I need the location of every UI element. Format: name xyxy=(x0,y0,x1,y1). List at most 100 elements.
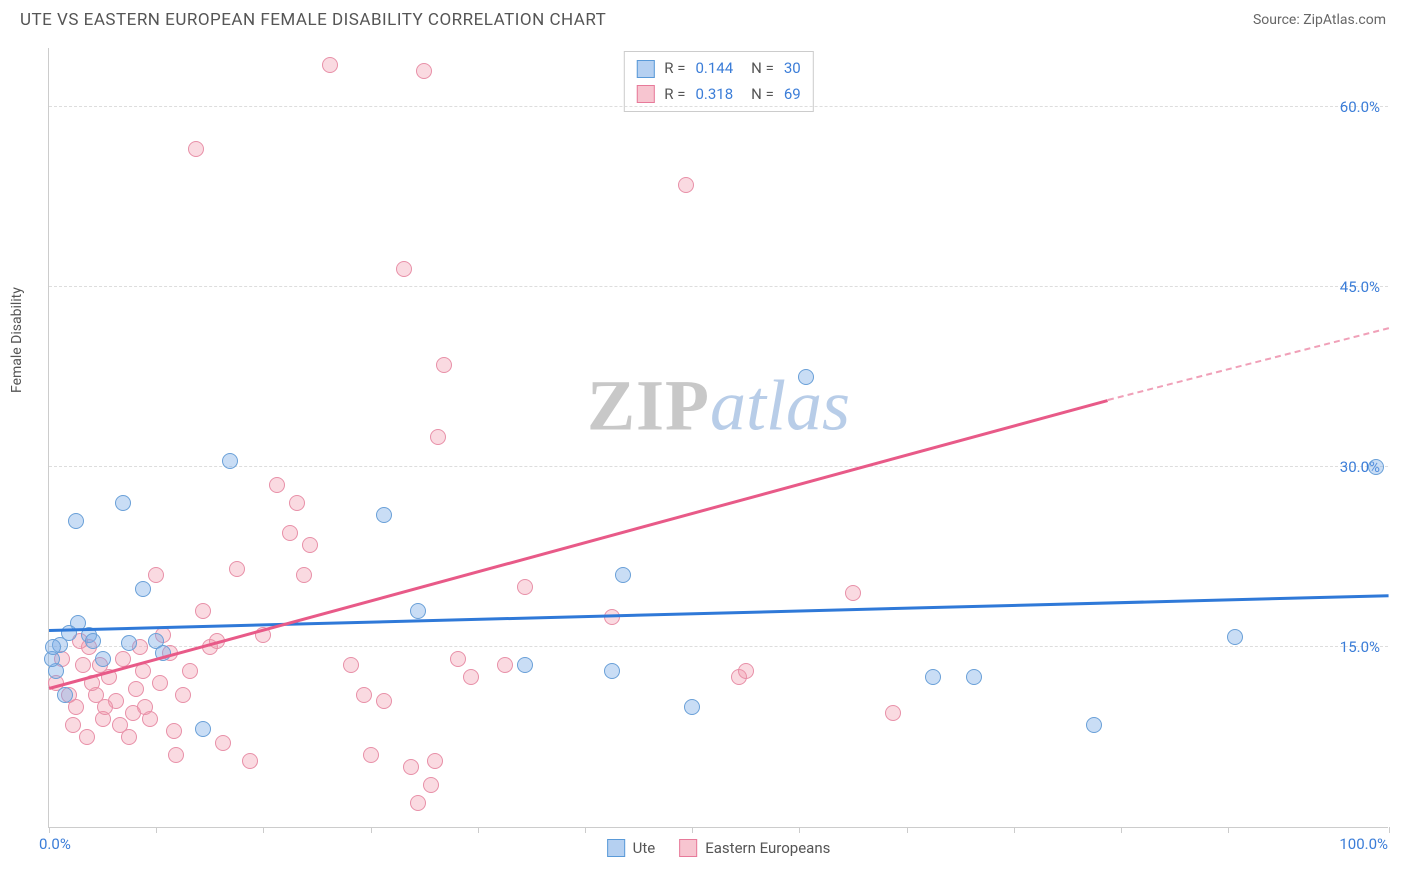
data-point xyxy=(68,699,84,715)
data-point xyxy=(45,639,61,655)
grid-line xyxy=(49,466,1388,467)
data-point xyxy=(175,687,191,703)
data-point xyxy=(282,525,298,541)
legend-row: R = 0.318 N = 69 xyxy=(636,82,800,108)
data-point xyxy=(115,495,131,511)
x-tick xyxy=(263,827,264,833)
data-point xyxy=(410,795,426,811)
data-point xyxy=(229,561,245,577)
series-legend: Ute Eastern Europeans xyxy=(607,839,831,857)
x-tick xyxy=(156,827,157,833)
data-point xyxy=(1086,717,1102,733)
legend-item: Ute xyxy=(607,839,656,857)
data-point xyxy=(322,57,338,73)
x-tick xyxy=(1121,827,1122,833)
x-axis-max-label: 100.0% xyxy=(1339,835,1388,853)
data-point xyxy=(376,507,392,523)
x-tick xyxy=(1389,827,1390,833)
data-point xyxy=(182,663,198,679)
swatch-icon xyxy=(636,85,654,103)
data-point xyxy=(302,537,318,553)
data-point xyxy=(416,63,432,79)
data-point xyxy=(85,633,101,649)
data-point xyxy=(356,687,372,703)
data-point xyxy=(376,693,392,709)
legend-row: R = 0.144 N = 30 xyxy=(636,56,800,82)
grid-line xyxy=(49,646,1388,647)
x-tick xyxy=(585,827,586,833)
data-point xyxy=(121,635,137,651)
data-point xyxy=(148,567,164,583)
data-point xyxy=(403,759,419,775)
data-point xyxy=(430,429,446,445)
data-point xyxy=(79,729,95,745)
data-point xyxy=(678,177,694,193)
data-point xyxy=(135,581,151,597)
data-point xyxy=(166,723,182,739)
data-point xyxy=(396,261,412,277)
swatch-icon xyxy=(636,60,654,78)
data-point xyxy=(925,669,941,685)
swatch-icon xyxy=(607,839,625,857)
scatter-chart: ZIPatlas Female Disability R = 0.144 N =… xyxy=(48,48,1388,828)
data-point xyxy=(615,567,631,583)
data-point xyxy=(966,669,982,685)
y-tick-label: 45.0% xyxy=(1340,278,1380,296)
data-point xyxy=(497,657,513,673)
chart-title: UTE VS EASTERN EUROPEAN FEMALE DISABILIT… xyxy=(20,10,606,30)
data-point xyxy=(845,585,861,601)
y-axis-title: Female Disability xyxy=(9,287,25,393)
data-point xyxy=(296,567,312,583)
data-point xyxy=(215,735,231,751)
trend-line xyxy=(49,594,1389,631)
data-point xyxy=(885,705,901,721)
data-point xyxy=(427,753,443,769)
data-point xyxy=(128,681,144,697)
grid-line xyxy=(49,106,1388,107)
data-point xyxy=(137,699,153,715)
data-point xyxy=(75,657,91,673)
data-point xyxy=(423,777,439,793)
data-point xyxy=(517,657,533,673)
data-point xyxy=(738,663,754,679)
data-point xyxy=(57,687,73,703)
data-point xyxy=(363,747,379,763)
y-tick-label: 60.0% xyxy=(1340,98,1380,116)
data-point xyxy=(168,747,184,763)
data-point xyxy=(436,357,452,373)
data-point xyxy=(112,717,128,733)
data-point xyxy=(188,141,204,157)
data-point xyxy=(195,603,211,619)
x-tick xyxy=(1228,827,1229,833)
data-point xyxy=(152,675,168,691)
data-point xyxy=(269,477,285,493)
data-point xyxy=(463,669,479,685)
chart-header: UTE VS EASTERN EUROPEAN FEMALE DISABILIT… xyxy=(0,0,1406,38)
y-tick-label: 15.0% xyxy=(1340,638,1380,656)
x-tick xyxy=(371,827,372,833)
x-tick xyxy=(1014,827,1015,833)
swatch-icon xyxy=(679,839,697,857)
data-point xyxy=(410,603,426,619)
data-point xyxy=(97,699,113,715)
correlation-legend: R = 0.144 N = 30 R = 0.318 N = 69 xyxy=(623,51,813,112)
data-point xyxy=(343,657,359,673)
data-point xyxy=(61,625,77,641)
data-point xyxy=(604,663,620,679)
data-point xyxy=(195,721,211,737)
data-point xyxy=(65,717,81,733)
data-point xyxy=(798,369,814,385)
data-point xyxy=(68,513,84,529)
data-point xyxy=(289,495,305,511)
data-point xyxy=(1227,629,1243,645)
x-tick xyxy=(907,827,908,833)
data-point xyxy=(1368,459,1384,475)
grid-line xyxy=(49,286,1388,287)
data-point xyxy=(95,651,111,667)
data-point xyxy=(517,579,533,595)
x-tick xyxy=(799,827,800,833)
x-tick xyxy=(49,827,50,833)
x-tick xyxy=(478,827,479,833)
trend-line xyxy=(1107,327,1389,401)
data-point xyxy=(242,753,258,769)
